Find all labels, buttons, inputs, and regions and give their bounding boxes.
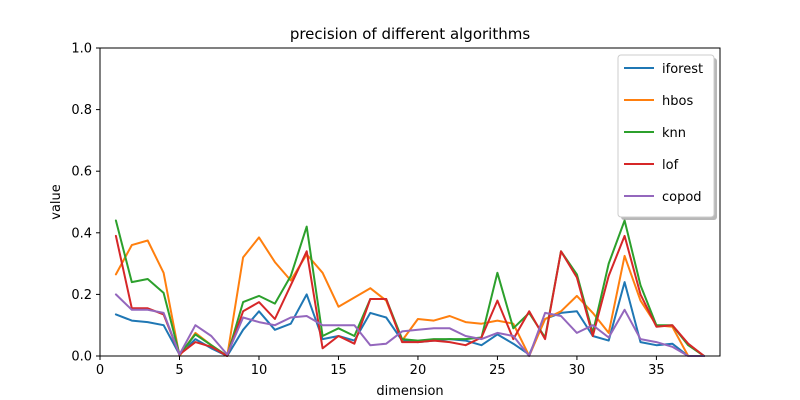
x-tick-label: 15 [330, 363, 347, 378]
plot-frame [99, 47, 721, 357]
legend-box [617, 54, 715, 218]
x-tick-label: 20 [410, 363, 427, 378]
x-tick-label: 5 [175, 363, 183, 378]
x-tick-label: 30 [569, 363, 586, 378]
axes-layer: 0 5 10 15 20 25 30 35 0.0 0.2 0.4 0.6 0.8 1.0 [71, 42, 721, 378]
legend-label-lof: lof [662, 158, 679, 173]
y-tick-label: 0.8 [71, 103, 92, 118]
y-tick-label: 0.4 [71, 226, 92, 241]
legend-label-copod: copod [662, 190, 702, 205]
series-line-lof [114, 234, 706, 357]
series-line-copod [114, 293, 706, 357]
series-layer [114, 219, 706, 357]
x-tick-label: 35 [648, 363, 665, 378]
x-tick-label: 25 [489, 363, 506, 378]
y-tick-label: 0.2 [71, 288, 92, 303]
y-tick-label: 0.0 [71, 350, 92, 365]
legend-label-hbos: hbos [662, 94, 693, 109]
legend-label-iforest: iforest [662, 62, 703, 77]
x-tick-label: 0 [96, 363, 104, 378]
x-axis-label: dimension [376, 384, 443, 399]
chart-title: precision of different algorithms [290, 25, 531, 43]
y-tick-label: 1.0 [71, 42, 92, 57]
legend-label-knn: knn [662, 126, 686, 141]
legend: iforest hbos knn lof copod [617, 54, 717, 220]
x-tick-label: 10 [251, 363, 268, 378]
series-line-knn [114, 219, 706, 357]
y-tick-label: 0.6 [71, 165, 92, 180]
y-axis-label: value [49, 184, 64, 220]
